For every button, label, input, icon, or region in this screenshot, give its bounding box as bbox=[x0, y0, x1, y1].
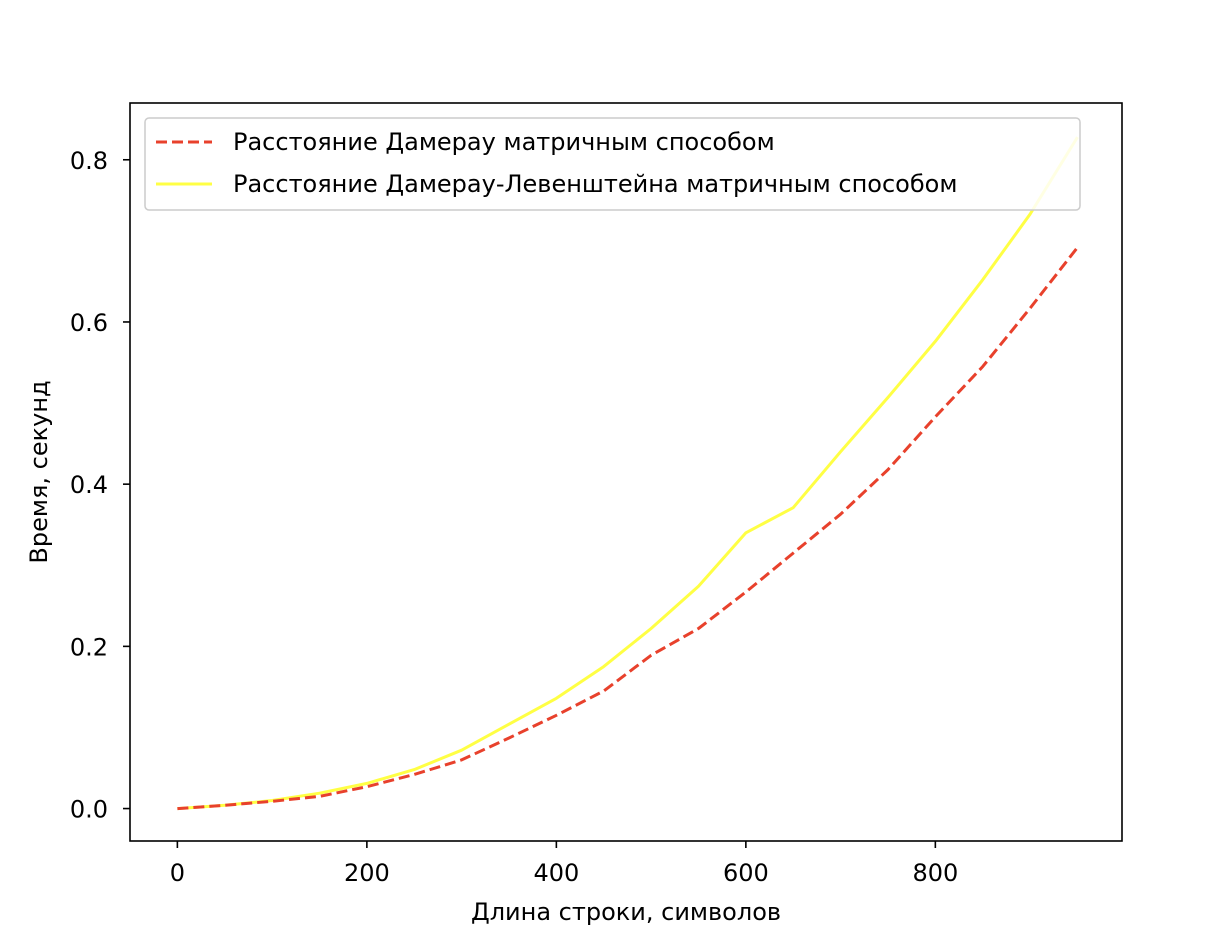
axes-frame bbox=[129, 102, 1123, 842]
series-line-damerau-levenshtein bbox=[177, 136, 1079, 811]
x-tick-label: 400 bbox=[533, 859, 579, 887]
x-tick-label: 600 bbox=[723, 859, 769, 887]
y-tick-label: 0.2 bbox=[70, 633, 108, 661]
legend-label-damerau-levenshtein: Расстояние Дамерау-Левенштейна матричным… bbox=[233, 170, 957, 198]
series-line-damerau bbox=[177, 246, 1079, 811]
x-tick-label: 800 bbox=[912, 859, 958, 887]
x-axis-label: Длина строки, символов bbox=[471, 898, 781, 926]
y-tick-label: 0.4 bbox=[70, 471, 108, 499]
legend-box bbox=[144, 117, 1081, 211]
y-axis-label: Время, секунд bbox=[25, 380, 53, 563]
x-tick-label: 0 bbox=[170, 859, 185, 887]
legend: Расстояние Дамерау матричным способом Ра… bbox=[144, 117, 1081, 211]
legend-label-damerau: Расстояние Дамерау матричным способом bbox=[233, 128, 775, 156]
y-tick-label: 0.0 bbox=[70, 796, 108, 824]
y-tick-label: 0.6 bbox=[70, 309, 108, 337]
series-layer bbox=[177, 136, 1079, 811]
ticks-layer: 0 200 400 600 800 0.0 0.2 0.4 0.6 0.8 bbox=[70, 147, 958, 887]
plot-area bbox=[130, 103, 1122, 841]
y-tick-label: 0.8 bbox=[70, 147, 108, 175]
x-tick-label: 200 bbox=[344, 859, 390, 887]
